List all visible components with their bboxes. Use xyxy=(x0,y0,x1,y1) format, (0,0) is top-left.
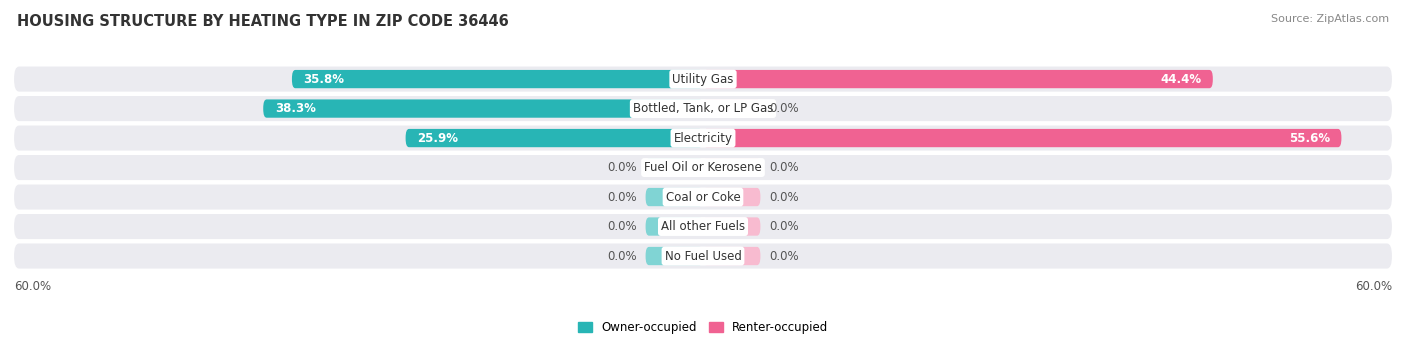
Text: 0.0%: 0.0% xyxy=(769,220,799,233)
FancyBboxPatch shape xyxy=(405,129,703,147)
Text: Source: ZipAtlas.com: Source: ZipAtlas.com xyxy=(1271,14,1389,24)
Text: 0.0%: 0.0% xyxy=(769,161,799,174)
FancyBboxPatch shape xyxy=(14,96,1392,121)
FancyBboxPatch shape xyxy=(703,247,761,265)
FancyBboxPatch shape xyxy=(645,159,703,177)
FancyBboxPatch shape xyxy=(14,214,1392,239)
Text: Utility Gas: Utility Gas xyxy=(672,73,734,86)
FancyBboxPatch shape xyxy=(645,247,703,265)
Text: 35.8%: 35.8% xyxy=(304,73,344,86)
FancyBboxPatch shape xyxy=(263,100,703,118)
Text: HOUSING STRUCTURE BY HEATING TYPE IN ZIP CODE 36446: HOUSING STRUCTURE BY HEATING TYPE IN ZIP… xyxy=(17,14,509,29)
FancyBboxPatch shape xyxy=(292,70,703,88)
FancyBboxPatch shape xyxy=(645,188,703,206)
Text: 0.0%: 0.0% xyxy=(607,191,637,204)
Text: Bottled, Tank, or LP Gas: Bottled, Tank, or LP Gas xyxy=(633,102,773,115)
Text: Fuel Oil or Kerosene: Fuel Oil or Kerosene xyxy=(644,161,762,174)
Text: 60.0%: 60.0% xyxy=(14,280,51,293)
FancyBboxPatch shape xyxy=(14,125,1392,151)
Text: 44.4%: 44.4% xyxy=(1160,73,1201,86)
Text: Electricity: Electricity xyxy=(673,132,733,145)
Text: No Fuel Used: No Fuel Used xyxy=(665,250,741,263)
Text: 0.0%: 0.0% xyxy=(607,250,637,263)
FancyBboxPatch shape xyxy=(703,188,761,206)
Text: 55.6%: 55.6% xyxy=(1289,132,1330,145)
Text: 25.9%: 25.9% xyxy=(418,132,458,145)
FancyBboxPatch shape xyxy=(703,218,761,236)
Text: 38.3%: 38.3% xyxy=(274,102,315,115)
Text: All other Fuels: All other Fuels xyxy=(661,220,745,233)
Text: 0.0%: 0.0% xyxy=(769,102,799,115)
FancyBboxPatch shape xyxy=(703,159,761,177)
Text: 0.0%: 0.0% xyxy=(607,161,637,174)
FancyBboxPatch shape xyxy=(703,100,761,118)
Text: 0.0%: 0.0% xyxy=(769,191,799,204)
Text: Coal or Coke: Coal or Coke xyxy=(665,191,741,204)
FancyBboxPatch shape xyxy=(645,218,703,236)
Legend: Owner-occupied, Renter-occupied: Owner-occupied, Renter-occupied xyxy=(572,317,834,339)
FancyBboxPatch shape xyxy=(14,66,1392,92)
FancyBboxPatch shape xyxy=(14,184,1392,210)
FancyBboxPatch shape xyxy=(14,155,1392,180)
FancyBboxPatch shape xyxy=(14,243,1392,269)
FancyBboxPatch shape xyxy=(703,70,1213,88)
Text: 0.0%: 0.0% xyxy=(769,250,799,263)
FancyBboxPatch shape xyxy=(703,129,1341,147)
Text: 0.0%: 0.0% xyxy=(607,220,637,233)
Text: 60.0%: 60.0% xyxy=(1355,280,1392,293)
